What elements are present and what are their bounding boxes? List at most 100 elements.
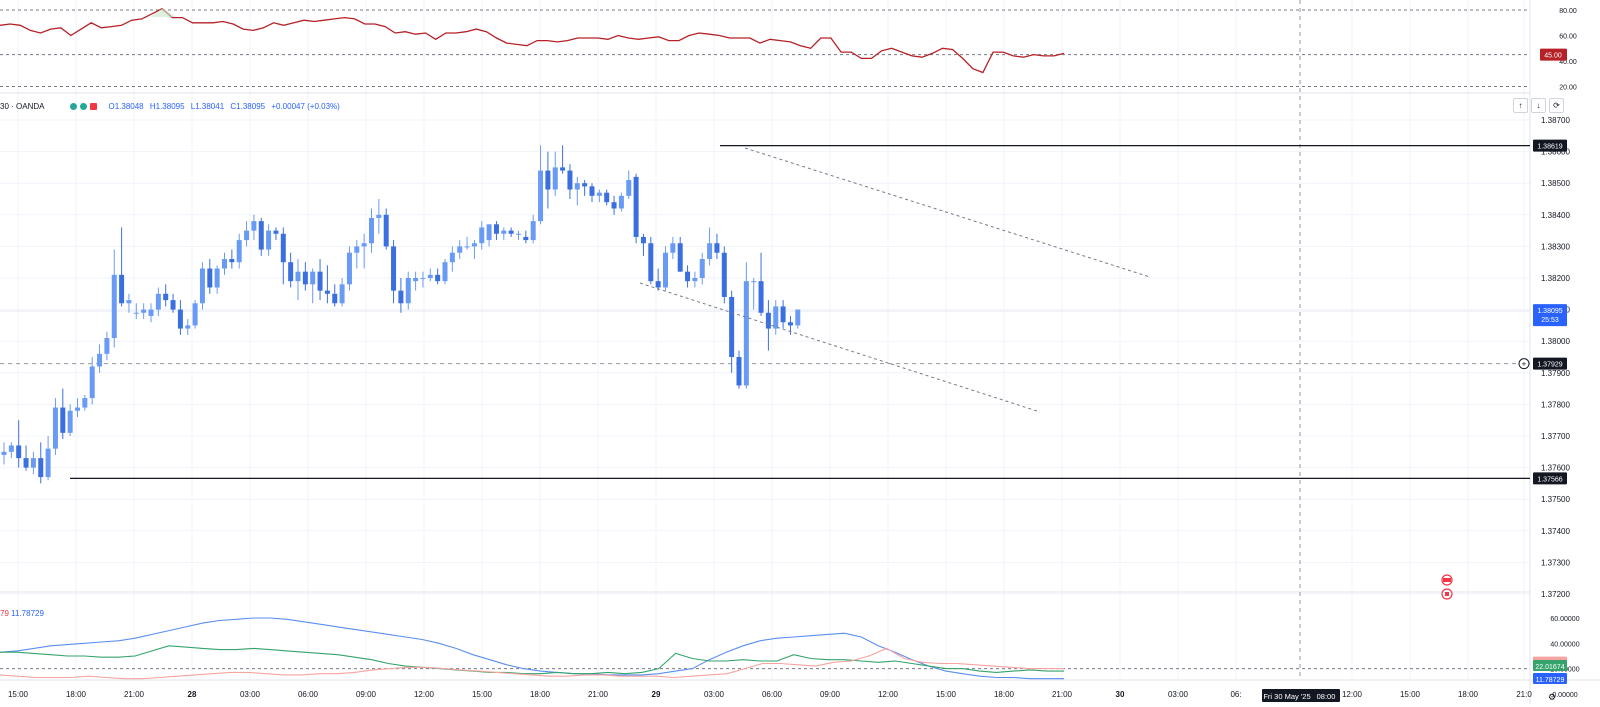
candle-body: [457, 246, 463, 253]
countdown-label: 25:53: [1541, 317, 1559, 324]
candle-body: [633, 176, 639, 237]
candle-body: [38, 458, 44, 478]
candle-body: [567, 170, 573, 190]
time-tick-label: 18:00: [994, 690, 1015, 699]
dmi-value-badge: [1533, 672, 1567, 684]
candle-body: [501, 230, 507, 234]
candle-body: [82, 398, 88, 408]
price-tick-label: 1.38500: [1541, 179, 1570, 188]
price-tick-label: 1.37300: [1541, 558, 1570, 567]
maximize-icon[interactable]: ⟳: [1549, 98, 1564, 113]
candle-body: [45, 448, 51, 478]
time-tick-label: 21:00: [124, 690, 145, 699]
candle-body: [332, 293, 338, 304]
candle-body: [119, 274, 125, 304]
candle-body: [530, 221, 536, 241]
candle-body: [736, 357, 742, 386]
time-tick-label: 21:00: [1052, 690, 1073, 699]
ca-event-flag-mark: [1445, 592, 1449, 596]
candle-body: [493, 224, 499, 234]
time-tick-label: 18:00: [530, 690, 551, 699]
candle-body: [604, 192, 610, 203]
candle-body: [758, 281, 764, 313]
price-tick-label: 1.37400: [1541, 527, 1570, 536]
candle-body: [743, 281, 749, 386]
last-price-badge: [1533, 304, 1567, 327]
crosshair-time-label: 08:00: [1317, 692, 1336, 701]
resistance-price-badge: [1533, 139, 1567, 152]
last-price-label: 1.38095: [1537, 308, 1562, 315]
candle-body: [751, 281, 757, 283]
candle-body: [376, 214, 382, 218]
dmi-tick-label: 0.00000: [1552, 692, 1577, 699]
candle-body: [508, 230, 514, 234]
time-tick-label: 15:00: [472, 690, 493, 699]
candle-body: [244, 230, 250, 241]
support-price-badge: [1533, 472, 1567, 485]
candle-body: [677, 243, 683, 272]
dmi-legend-a: 79: [0, 609, 9, 618]
candle-body: [354, 246, 360, 253]
candle-body: [170, 300, 176, 310]
drawings[interactable]: [70, 144, 1530, 479]
candle-body: [141, 309, 147, 313]
candle-body: [339, 284, 345, 304]
dmi-pane: [0, 617, 1530, 680]
candle-body: [302, 271, 308, 285]
candle-body: [420, 278, 426, 279]
channel-upper-line: [744, 147, 1151, 278]
dmi-legend-b: 11.78729: [11, 609, 44, 618]
candle-body: [729, 296, 735, 357]
candle-body: [655, 281, 661, 288]
candle-body: [317, 271, 323, 291]
add-alert-plus: +: [1522, 360, 1527, 369]
candle-body: [8, 445, 14, 452]
time-tick-label: 29: [652, 690, 661, 699]
time-tick-label: 09:00: [820, 690, 841, 699]
candle-body: [222, 259, 227, 269]
time-tick-label: 15:00: [8, 690, 29, 699]
move-down-icon[interactable]: ↓: [1531, 98, 1546, 113]
ohlc-values: O1.38048 H1.38095 L1.38041 C1.38095 +0.0…: [108, 102, 343, 111]
symbol-name[interactable]: 30 · OANDA: [0, 101, 45, 111]
symbol-legend[interactable]: 30 · OANDA O1.38048 H1.38095 L1.38041 C1…: [0, 98, 344, 114]
rsi-pane: [0, 7, 1530, 87]
dmi-legend[interactable]: 79 11.78729: [0, 609, 44, 618]
price-tick-label: 1.38700: [1541, 116, 1570, 125]
candle-body: [280, 233, 286, 263]
candle-body: [251, 221, 257, 231]
resistance-price-label: 1.38619: [1537, 144, 1562, 151]
rsi-line: [0, 7, 1065, 74]
price-tick-label: 1.37800: [1541, 400, 1570, 409]
time-tick-label: 18:00: [1458, 690, 1479, 699]
candle-body: [163, 293, 169, 301]
candle-body: [16, 445, 22, 459]
time-tick-label: 06:00: [298, 690, 319, 699]
status-dot-green-2: [80, 102, 88, 110]
candle-body: [30, 458, 36, 468]
time-tick-label: 12:00: [878, 690, 899, 699]
candle-body: [369, 217, 374, 244]
candle-body: [685, 271, 691, 282]
candle-body: [266, 230, 272, 250]
price-tick-label: 1.37700: [1541, 432, 1570, 441]
candle-body: [346, 252, 352, 285]
price-tick-label: 1.38400: [1541, 211, 1570, 220]
price-tick-label: 1.37500: [1541, 495, 1570, 504]
rsi-value-badge: [1540, 48, 1567, 61]
candle-body: [714, 243, 720, 253]
rsi-tick-label: 60.00: [1559, 34, 1577, 41]
candle-body: [405, 278, 411, 304]
rsi-value-label: 45.00: [1544, 53, 1562, 60]
candle-body: [310, 271, 316, 285]
candle-body: [486, 224, 492, 241]
time-tick-label: 06:00: [762, 690, 783, 699]
time-tick-label: 15:00: [936, 690, 957, 699]
candles: [1, 145, 801, 484]
dmi-value-label: 11.78729: [1536, 677, 1565, 684]
move-up-icon[interactable]: ↑: [1513, 98, 1528, 113]
time-tick-label: 30: [1116, 690, 1125, 699]
